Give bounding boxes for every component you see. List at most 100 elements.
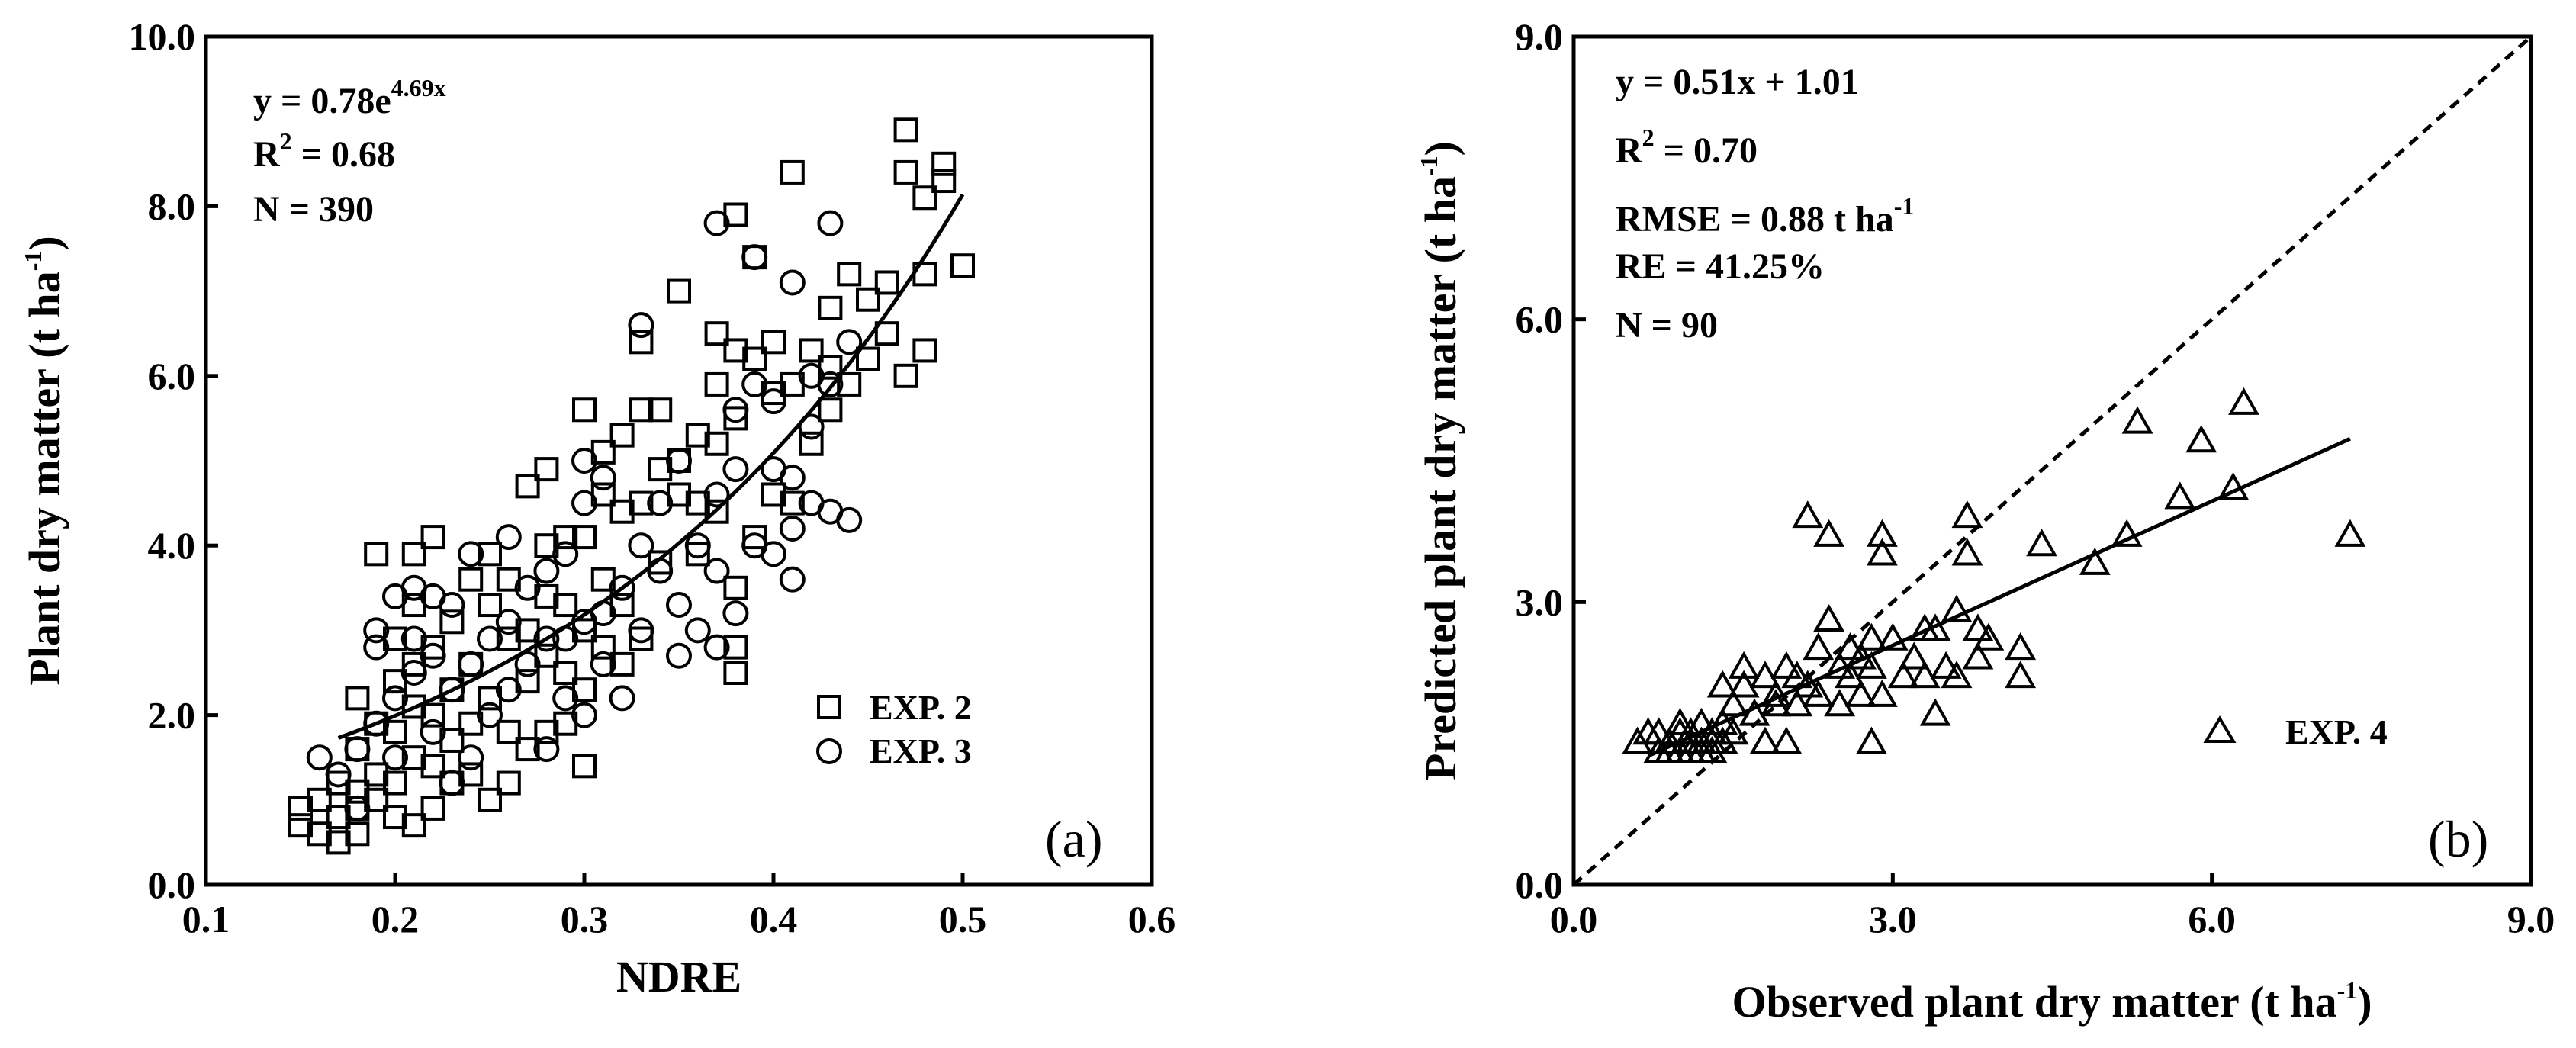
data-point-circle — [703, 481, 730, 508]
data-point-square — [931, 151, 957, 176]
data-point-circle — [458, 541, 484, 567]
data-point-circle — [761, 541, 786, 567]
data-point-circle — [609, 574, 635, 601]
data-point-triangle — [1951, 500, 1983, 529]
data-point-square — [667, 278, 691, 304]
panel-b-points — [1622, 387, 2366, 764]
panel-b: 0.0 3.0 6.0 9.0 0.0 3.0 6.0 9.0 Observed plant… — [1415, 15, 2555, 1027]
data-point-square — [780, 490, 805, 516]
panel-b-y-axis-title-close: ) — [1416, 141, 1465, 156]
data-point-square — [345, 779, 370, 804]
data-point-circle — [590, 465, 616, 491]
data-point-circle — [514, 651, 541, 677]
data-point-triangle — [1866, 538, 1898, 566]
data-point-circle — [779, 566, 806, 593]
data-point-circle — [798, 413, 825, 440]
data-point-square — [761, 482, 786, 507]
data-point-square — [572, 397, 597, 423]
data-point-square — [553, 525, 578, 550]
data-point-square — [478, 542, 502, 567]
data-point-square — [478, 593, 502, 618]
panel-b-n: N = 90 — [1616, 305, 1718, 346]
data-point-square — [307, 821, 332, 847]
data-point-triangle — [1674, 717, 1706, 745]
panel-a-tag: (a) — [1045, 810, 1102, 868]
panel-a-legend: EXP. 2 EXP. 3 — [816, 688, 972, 770]
y-tick-label: 10.0 — [129, 15, 196, 58]
data-point-circle — [722, 397, 749, 423]
data-point-circle — [779, 465, 806, 491]
data-point-circle — [571, 702, 597, 728]
data-point-square — [590, 635, 616, 660]
y-tick-label: 2.0 — [148, 694, 196, 737]
data-point-triangle — [1813, 603, 1845, 632]
data-point-triangle — [1835, 661, 1866, 689]
y-tick-label: 6.0 — [148, 355, 196, 397]
data-point-triangle — [1770, 651, 1803, 679]
data-point-square — [704, 321, 729, 346]
data-point-triangle — [1856, 651, 1887, 679]
data-point-square — [723, 575, 748, 600]
data-point-square — [761, 330, 786, 355]
data-point-circle — [533, 625, 560, 652]
data-point-triangle — [1749, 661, 1781, 689]
x-tick-label: 0.5 — [939, 898, 987, 940]
data-point-circle — [741, 371, 768, 397]
data-point-square — [742, 525, 767, 550]
data-point-circle — [628, 617, 654, 644]
data-point-circle — [382, 744, 408, 771]
data-point-square — [837, 371, 862, 397]
legend-square-icon — [817, 695, 841, 719]
panel-a-legend-exp2-label: EXP. 2 — [870, 688, 972, 727]
data-point-triangle — [1717, 689, 1749, 717]
panel-b-plot-frame — [1571, 34, 2533, 887]
data-point-square — [515, 737, 540, 762]
data-point-triangle — [1941, 594, 1973, 622]
x-tick-label: 0.3 — [561, 898, 609, 940]
data-point-triangle — [1866, 679, 1898, 707]
data-point-square — [912, 185, 937, 211]
data-point-triangle — [1643, 717, 1674, 745]
panel-b-x-axis-title-main: Observed plant dry matter (t ha — [1732, 977, 2336, 1027]
data-point-circle — [344, 795, 371, 821]
data-point-circle — [571, 490, 597, 516]
data-point-circle — [439, 677, 465, 703]
panel-b-y-axis-title: Predicted plant dry matter (t ha-1) — [1415, 141, 1465, 780]
data-point-square — [704, 371, 729, 397]
data-point-circle — [363, 617, 390, 644]
panel-b-y-axis-title-sup: -1 — [1415, 156, 1442, 176]
data-point-square — [420, 525, 445, 550]
data-point-triangle — [1898, 641, 1930, 670]
data-point-circle — [722, 600, 749, 627]
panel-a-r-squared: R2 = 0.68 — [253, 127, 395, 175]
data-point-circle — [703, 210, 730, 236]
data-point-square — [609, 423, 635, 448]
data-point-triangle — [1770, 726, 1803, 754]
data-point-square — [856, 346, 880, 371]
data-point-square — [818, 295, 843, 320]
data-point-circle — [609, 685, 635, 712]
data-point-triangle — [1856, 726, 1887, 754]
panel-a-r2-sup: 2 — [280, 127, 292, 155]
panel-a-n: N = 390 — [253, 189, 374, 230]
data-point-circle — [703, 558, 730, 584]
data-point-triangle — [1824, 651, 1856, 679]
data-point-square — [496, 719, 521, 744]
data-point-square — [931, 169, 957, 194]
data-point-square — [345, 821, 370, 847]
data-point-triangle — [1813, 519, 1845, 547]
data-point-square — [307, 787, 332, 812]
data-point-circle — [684, 617, 711, 644]
data-point-circle — [703, 634, 730, 661]
data-point-triangle — [2334, 519, 2366, 547]
data-point-triangle — [2111, 519, 2143, 547]
panel-b-r-squared: R2 = 0.70 — [1616, 124, 1758, 171]
data-point-circle — [439, 770, 465, 796]
data-point-circle — [552, 685, 579, 712]
data-point-circle — [666, 642, 692, 669]
data-point-circle — [306, 744, 333, 771]
data-point-circle — [458, 744, 484, 771]
data-point-triangle — [1760, 679, 1792, 707]
data-point-triangle — [1792, 500, 1824, 529]
data-point-triangle — [1909, 661, 1941, 689]
